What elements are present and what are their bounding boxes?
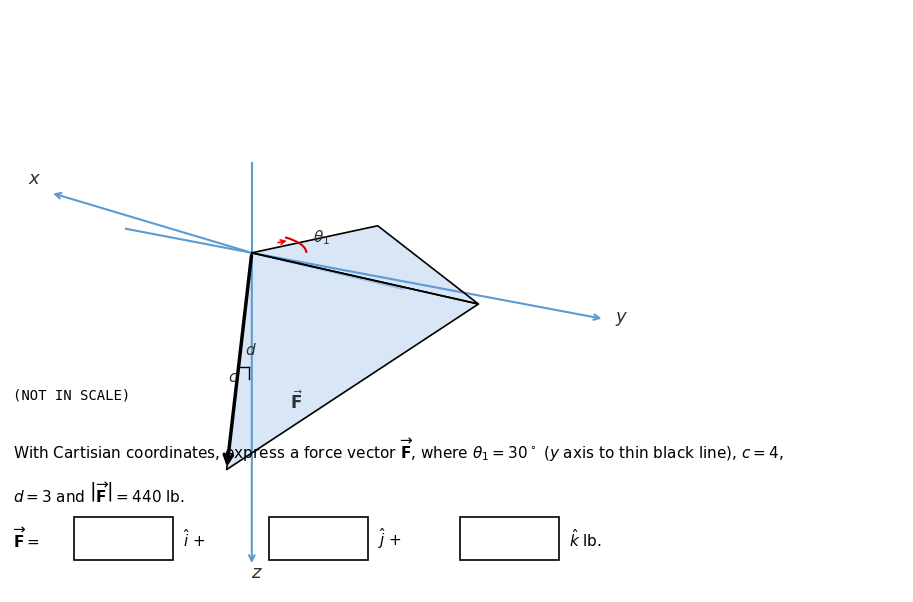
- Text: $\overrightarrow{\mathbf{F}}=$: $\overrightarrow{\mathbf{F}}=$: [13, 527, 39, 551]
- FancyBboxPatch shape: [460, 517, 559, 560]
- Text: $\theta_1$: $\theta_1$: [313, 229, 331, 247]
- Text: $\hat{i}$ +: $\hat{i}$ +: [183, 528, 205, 550]
- Text: c: c: [228, 370, 236, 385]
- Text: x: x: [28, 170, 39, 188]
- Text: $\hat{j}$ +: $\hat{j}$ +: [378, 526, 402, 551]
- Text: (NOT IN SCALE): (NOT IN SCALE): [13, 388, 130, 402]
- FancyBboxPatch shape: [268, 517, 368, 560]
- Text: z: z: [251, 564, 261, 582]
- Polygon shape: [226, 253, 478, 470]
- Text: y: y: [615, 308, 626, 326]
- Text: $\vec{\mathbf{F}}$: $\vec{\mathbf{F}}$: [289, 391, 303, 414]
- Text: $\hat{k}$ lb.: $\hat{k}$ lb.: [569, 528, 602, 550]
- FancyBboxPatch shape: [74, 517, 173, 560]
- Polygon shape: [252, 226, 478, 304]
- Text: $d = 3$ and $\left|\overrightarrow{\mathbf{F}}\right| = 440$ lb.: $d = 3$ and $\left|\overrightarrow{\math…: [13, 482, 184, 506]
- Text: With Cartisian coordinates, express a force vector $\overrightarrow{\mathbf{F}}$: With Cartisian coordinates, express a fo…: [13, 436, 783, 464]
- Text: d: d: [245, 343, 255, 358]
